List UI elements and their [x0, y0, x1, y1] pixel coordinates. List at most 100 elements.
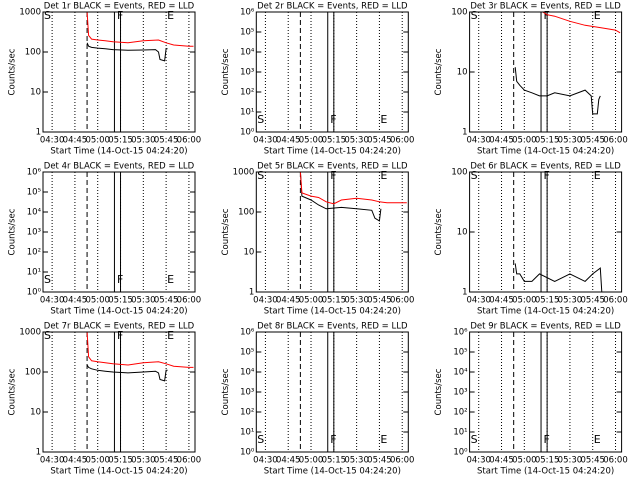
y-tick-label: 100: [25, 48, 41, 58]
x-tick-label: 05:45: [580, 456, 605, 466]
y-tick-label: 10⁴: [453, 368, 468, 378]
y-tick-label: 1: [36, 128, 41, 138]
x-tick-label: 05:30: [131, 296, 156, 306]
y-tick-label: 10⁵: [27, 188, 41, 198]
x-tick-label: 05:30: [558, 136, 583, 146]
y-tick-label: 10³: [240, 388, 254, 398]
panel: Det 5r BLACK = Events, RED = LLD Counts/s…: [221, 162, 415, 317]
x-tick-label: 06:00: [603, 296, 628, 306]
x-tick-label: 06:00: [390, 136, 415, 146]
chart-title: Det 1r BLACK = Events, RED = LLD: [44, 2, 195, 12]
x-axis-label: Start Time (14-Oct-15 04:24:20): [477, 147, 614, 157]
marker-label: F: [117, 329, 123, 342]
x-tick-label: 05:00: [512, 136, 537, 146]
x-tick-label: 05:30: [131, 456, 156, 466]
x-tick-label: 04:30: [253, 456, 278, 466]
marker-label: E: [594, 169, 601, 182]
x-tick-label: 05:15: [535, 136, 560, 146]
x-tick-label: 05:00: [299, 296, 324, 306]
series-line: [299, 172, 382, 222]
panel: Det 1r BLACK = Events, RED = LLD Counts/s…: [8, 2, 202, 157]
chart-title: Det 5r BLACK = Events, RED = LLD: [257, 162, 408, 172]
y-tick-label: 1: [462, 288, 467, 298]
x-tick-label: 05:45: [580, 136, 605, 146]
y-tick-label: 10³: [27, 228, 41, 238]
x-axis-label: Start Time (14-Oct-15 04:24:20): [477, 467, 614, 477]
y-tick-label: 1: [462, 128, 467, 138]
panel: Det 9r BLACK = Events, RED = LLD Counts/s…: [434, 322, 628, 477]
x-tick-label: 06:00: [177, 136, 202, 146]
x-tick-label: 06:00: [177, 296, 202, 306]
x-tick-label: 04:45: [276, 136, 301, 146]
y-tick-label: 1: [249, 288, 254, 298]
marker-label: S: [471, 9, 478, 22]
x-tick-label: 05:15: [322, 136, 347, 146]
y-tick-label: 10⁰: [240, 448, 255, 458]
chart-title: Det 9r BLACK = Events, RED = LLD: [470, 322, 621, 332]
panel: Det 3r BLACK = Events, RED = LLD Counts/s…: [434, 2, 628, 157]
x-tick-label: 05:15: [535, 296, 560, 306]
y-tick-label: 10²: [240, 408, 254, 418]
marker-label: S: [257, 169, 264, 182]
y-tick-label: 1000: [19, 328, 41, 338]
plot-frame: [255, 331, 409, 453]
x-tick-label: 05:45: [154, 296, 179, 306]
marker-label: E: [380, 113, 387, 126]
x-tick-label: 04:30: [466, 296, 491, 306]
marker-label: F: [330, 433, 336, 446]
y-tick-label: 10: [457, 68, 468, 78]
panel: Det 2r BLACK = Events, RED = LLD Counts/s…: [221, 2, 415, 157]
y-tick-label: 1000: [19, 8, 41, 18]
y-tick-label: 10²: [453, 408, 467, 418]
x-tick-label: 05:00: [299, 136, 324, 146]
x-tick-label: 05:30: [558, 456, 583, 466]
chart-title: Det 3r BLACK = Events, RED = LLD: [470, 2, 621, 12]
marker-label: F: [117, 9, 123, 22]
marker-label: E: [380, 169, 387, 182]
marker-label: S: [44, 9, 51, 22]
x-tick-label: 05:45: [367, 456, 392, 466]
y-axis-label: Counts/sec: [434, 48, 444, 95]
y-tick-label: 10⁵: [240, 28, 254, 38]
y-tick-label: 10⁶: [240, 8, 255, 18]
y-tick-label: 10⁰: [453, 448, 468, 458]
series-line: [86, 364, 168, 382]
plot-frame: [469, 331, 623, 453]
chart-title: Det 6r BLACK = Events, RED = LLD: [470, 162, 621, 172]
x-tick-label: 06:00: [603, 136, 628, 146]
y-tick-label: 10³: [453, 388, 467, 398]
panel: Det 8r BLACK = Events, RED = LLD Counts/s…: [221, 322, 415, 477]
x-tick-label: 05:45: [154, 136, 179, 146]
x-tick-label: 05:45: [580, 296, 605, 306]
x-axis-label: Start Time (14-Oct-15 04:24:20): [50, 307, 187, 317]
x-tick-label: 05:30: [344, 136, 369, 146]
marker-label: E: [167, 9, 174, 22]
x-tick-label: 05:00: [512, 456, 537, 466]
y-tick-label: 10⁵: [240, 348, 254, 358]
marker-label: S: [44, 273, 51, 286]
marker-label: S: [257, 113, 264, 126]
x-tick-label: 04:30: [253, 136, 278, 146]
y-tick-label: 10: [30, 408, 41, 418]
series-line: [542, 12, 621, 34]
x-tick-label: 05:00: [85, 456, 110, 466]
plot-frame: [42, 171, 196, 293]
plot-frame: [42, 331, 196, 453]
x-tick-label: 04:45: [63, 456, 88, 466]
y-axis-label: Counts/sec: [221, 368, 231, 415]
y-tick-label: 10²: [240, 88, 254, 98]
x-tick-label: 05:30: [344, 296, 369, 306]
x-tick-label: 05:15: [108, 136, 133, 146]
chart-title: Det 4r BLACK = Events, RED = LLD: [44, 162, 195, 172]
x-tick-label: 04:45: [63, 296, 88, 306]
x-axis-label: Start Time (14-Oct-15 04:24:20): [264, 467, 401, 477]
x-tick-label: 05:30: [558, 296, 583, 306]
y-tick-label: 100: [25, 368, 41, 378]
y-tick-label: 10¹: [240, 428, 254, 438]
x-tick-label: 04:30: [466, 136, 491, 146]
y-tick-label: 10⁴: [27, 208, 42, 218]
marker-label: E: [167, 273, 174, 286]
panel: Det 7r BLACK = Events, RED = LLD Counts/s…: [8, 322, 202, 477]
y-tick-label: 10⁰: [240, 128, 255, 138]
